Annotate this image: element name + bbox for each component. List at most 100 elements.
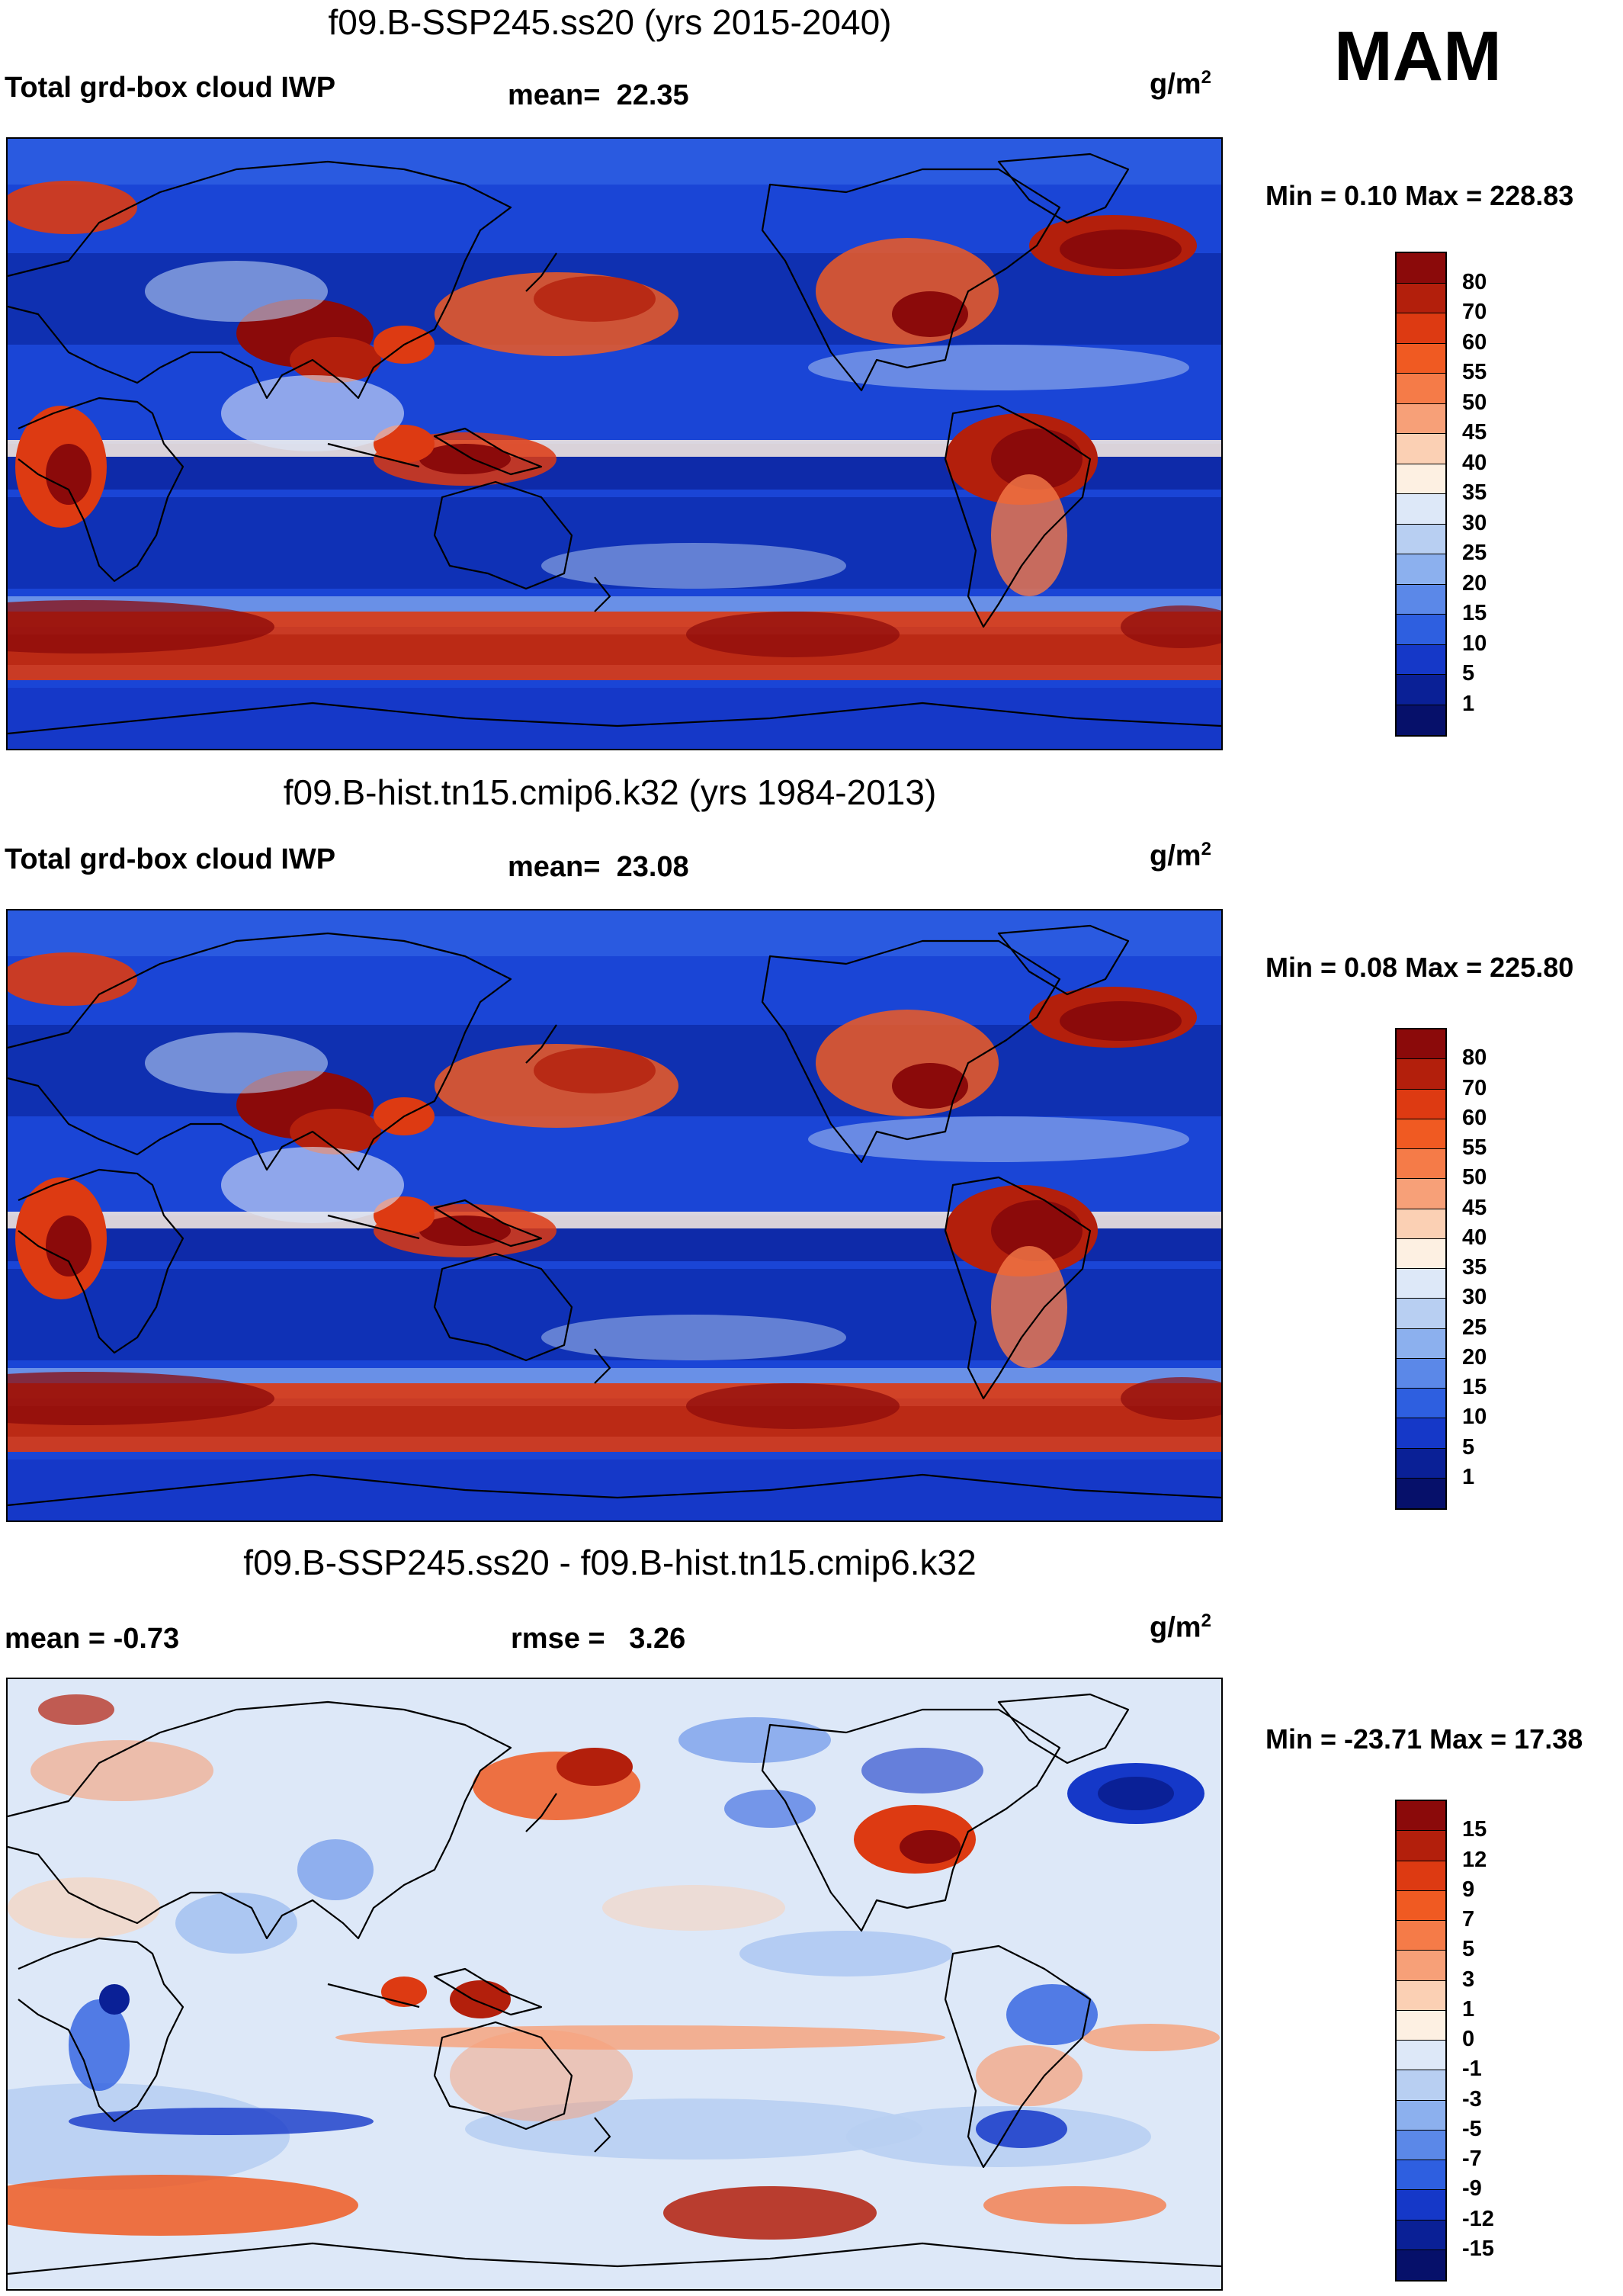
field-blob bbox=[991, 429, 1083, 490]
colorbar-tick-label: 60 bbox=[1462, 1105, 1487, 1130]
field-blob bbox=[335, 2025, 945, 2050]
colorbar-tick-label: 1 bbox=[1462, 1996, 1475, 2021]
colorbar-cell bbox=[1397, 2130, 1445, 2160]
field-blob bbox=[686, 612, 900, 657]
field-blob bbox=[541, 543, 846, 589]
field-blob bbox=[991, 474, 1067, 596]
colorbar-tick-label: -5 bbox=[1462, 2116, 1482, 2141]
coastline bbox=[327, 442, 420, 468]
colorbar-tick-label: 50 bbox=[1462, 390, 1487, 415]
panel-1-map bbox=[6, 137, 1223, 750]
panel-2-units: g/m2 bbox=[1150, 839, 1211, 873]
colorbar-cell bbox=[1397, 705, 1445, 735]
coastline bbox=[761, 168, 1061, 392]
field-blob bbox=[290, 337, 381, 383]
colorbar-tick-label: 9 bbox=[1462, 1877, 1475, 1902]
coastline bbox=[433, 427, 543, 476]
colorbar-tick-label: 5 bbox=[1462, 1434, 1475, 1459]
field-blob bbox=[808, 1116, 1189, 1162]
colorbar-cell bbox=[1397, 1328, 1445, 1359]
panel-1-colorbar bbox=[1395, 252, 1447, 737]
colorbar-cell bbox=[1397, 1149, 1445, 1180]
field-blob bbox=[30, 1740, 213, 1801]
coastline bbox=[525, 252, 557, 292]
colorbar-tick-label: 3 bbox=[1462, 1967, 1475, 1992]
colorbar-tick-label: -1 bbox=[1462, 2057, 1482, 2082]
panel-3-colorbar bbox=[1395, 1800, 1447, 2282]
panel-1-variable-label: Total grd-box cloud IWP bbox=[5, 72, 336, 104]
coastline bbox=[944, 404, 1092, 628]
colorbar-tick-label: 10 bbox=[1462, 631, 1487, 656]
coastline bbox=[8, 702, 1221, 735]
colorbar-cell bbox=[1397, 1238, 1445, 1269]
colorbar-tick-label: 35 bbox=[1462, 480, 1487, 505]
colorbar-tick-label: 12 bbox=[1462, 1847, 1487, 1872]
panel-3-rmse-label: rmse = bbox=[511, 1623, 605, 1655]
field-blob bbox=[381, 1976, 427, 2007]
colorbar-tick-label: 25 bbox=[1462, 541, 1487, 565]
colorbar-cell bbox=[1397, 584, 1445, 615]
colorbar-cell bbox=[1397, 1890, 1445, 1921]
colorbar-cell bbox=[1397, 1089, 1445, 1119]
panel-2-title: f09.B-hist.tn15.cmip6.k32 (yrs 1984-2013… bbox=[283, 772, 937, 812]
panel-1-mean: mean= 22.35 bbox=[508, 79, 689, 112]
panel-1-title: f09.B-SSP245.ss20 (yrs 2015-2040) bbox=[328, 2, 892, 42]
field-blob bbox=[99, 1984, 130, 2015]
colorbar-tick-label: -7 bbox=[1462, 2147, 1482, 2171]
field-blob bbox=[900, 1830, 961, 1864]
colorbar-tick-label: 1 bbox=[1462, 1464, 1475, 1489]
colorbar-cell bbox=[1397, 1831, 1445, 1861]
field-blob bbox=[541, 1315, 846, 1360]
colorbar-cell bbox=[1397, 554, 1445, 585]
colorbar-cell bbox=[1397, 1801, 1445, 1832]
colorbar-tick-label: 45 bbox=[1462, 1195, 1487, 1220]
colorbar-cell bbox=[1397, 1861, 1445, 1891]
coastline bbox=[327, 1983, 420, 2009]
coastline bbox=[594, 2117, 611, 2153]
colorbar-cell bbox=[1397, 1418, 1445, 1449]
field-blob bbox=[892, 1063, 968, 1109]
units-base: g/m bbox=[1150, 68, 1201, 101]
colorbar-cell bbox=[1397, 1448, 1445, 1479]
field-band bbox=[8, 688, 1221, 749]
coastline bbox=[433, 1199, 543, 1248]
panel-2-mean: mean= 23.08 bbox=[508, 851, 689, 884]
colorbar-cell bbox=[1397, 494, 1445, 525]
colorbar-tick-label: -15 bbox=[1462, 2236, 1494, 2261]
panel-3-rmse-value: 3.26 bbox=[629, 1623, 686, 1655]
colorbar-cell bbox=[1397, 2220, 1445, 2250]
coastline bbox=[8, 2242, 1221, 2275]
colorbar-tick-label: 1 bbox=[1462, 691, 1475, 716]
colorbar-cell bbox=[1397, 1299, 1445, 1329]
field-band bbox=[8, 1459, 1221, 1520]
field-blob bbox=[1121, 1377, 1221, 1420]
colorbar-tick-label: -9 bbox=[1462, 2176, 1482, 2201]
field-blob bbox=[724, 1790, 816, 1828]
field-blob bbox=[534, 1048, 656, 1093]
colorbar-cell bbox=[1397, 1951, 1445, 1981]
field-blob bbox=[686, 1383, 900, 1429]
colorbar-tick-label: 30 bbox=[1462, 1285, 1487, 1310]
field-blob bbox=[1006, 1984, 1098, 2045]
colorbar-cell bbox=[1397, 2010, 1445, 2041]
coastline bbox=[433, 1967, 543, 2016]
colorbar-tick-label: 55 bbox=[1462, 1135, 1487, 1160]
field-blob bbox=[1098, 1777, 1174, 1810]
colorbar-cell bbox=[1397, 2190, 1445, 2221]
field-band bbox=[8, 910, 1221, 956]
colorbar-cell bbox=[1397, 1980, 1445, 2011]
colorbar-cell bbox=[1397, 1389, 1445, 1419]
colorbar-cell bbox=[1397, 2100, 1445, 2131]
field-blob bbox=[450, 2030, 633, 2121]
field-blob bbox=[983, 2186, 1166, 2224]
field-blob bbox=[8, 2175, 358, 2236]
field-blob bbox=[1060, 1001, 1182, 1041]
colorbar-tick-label: -12 bbox=[1462, 2206, 1494, 2231]
field-blob bbox=[8, 1372, 274, 1425]
colorbar-tick-label: 20 bbox=[1462, 570, 1487, 596]
colorbar-tick-label: 70 bbox=[1462, 300, 1487, 324]
panel-1-mean-value: 22.35 bbox=[616, 79, 689, 111]
colorbar-cell bbox=[1397, 1269, 1445, 1299]
panel-3-rmse: rmse = 3.26 bbox=[511, 1623, 685, 1655]
colorbar-tick-label: 0 bbox=[1462, 2027, 1475, 2051]
